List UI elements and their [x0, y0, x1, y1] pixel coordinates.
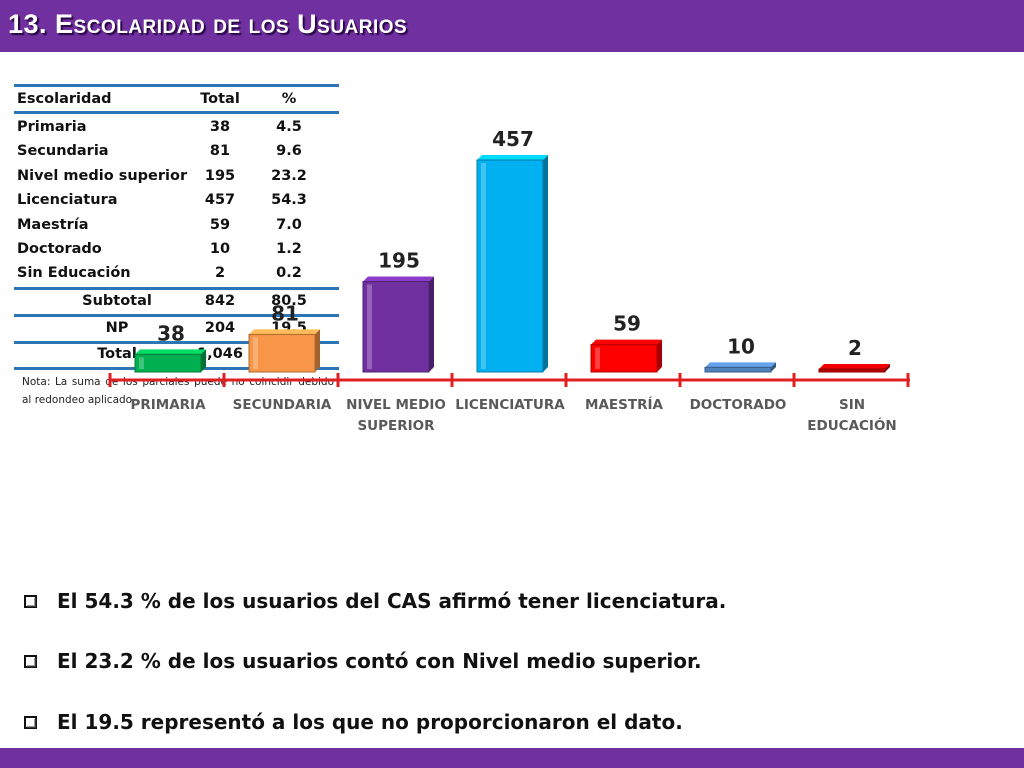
bar-highlight — [595, 347, 600, 369]
bar-top — [363, 276, 434, 282]
x-tick-label: SIN EDUCACIÓN — [807, 397, 896, 434]
bar-value-label: 59 — [613, 312, 641, 336]
bar-value-label: 195 — [378, 249, 420, 273]
bar-top — [249, 329, 320, 335]
table-rule — [14, 341, 339, 344]
bar-highlight — [253, 337, 258, 369]
table-cell-total: 457 — [204, 192, 236, 208]
bar-side — [543, 155, 548, 372]
table-summary-total: 204 — [204, 320, 236, 336]
bar-highlight — [481, 163, 486, 369]
bar-group — [476, 155, 548, 373]
page-title: 13. Escolaridad de los Usuarios — [8, 9, 408, 39]
bottom-bar — [0, 748, 1024, 768]
table-cell-category: Nivel medio superior — [17, 168, 188, 184]
table-cell-category: Primaria — [17, 119, 87, 135]
x-tick-label: MAESTRÍA — [585, 396, 663, 413]
table-cell-total: 2 — [214, 265, 226, 281]
table-cell-percent: 4.5 — [276, 119, 302, 135]
table-summary-total: 1,046 — [197, 346, 243, 362]
x-tick-label: LICENCIATURA — [455, 397, 565, 413]
bullet-item: El 23.2 % de los usuarios contó con Nive… — [22, 649, 702, 673]
table-header-cell: Escolaridad — [17, 91, 112, 107]
table-cell-total: 10 — [209, 241, 231, 257]
table-cell-percent: 7.0 — [276, 217, 302, 233]
table-cell-category: Doctorado — [17, 241, 102, 257]
bar-highlight — [367, 284, 372, 369]
bar — [362, 281, 430, 373]
table-cell-percent: 23.2 — [271, 168, 307, 184]
checkbox-bullet-icon — [24, 594, 37, 608]
bar-side — [771, 362, 776, 372]
table-rule — [14, 84, 339, 87]
bar-top — [819, 364, 890, 369]
bar-top — [477, 155, 548, 160]
title-bar: 13. Escolaridad de los Usuarios — [0, 0, 1024, 52]
bullet-item: El 19.5 representó a los que no proporci… — [22, 710, 683, 734]
x-tick-label: DOCTORADO — [690, 397, 787, 413]
table-summary-label: Subtotal — [82, 293, 152, 309]
bar — [248, 333, 316, 373]
bar-group — [818, 364, 890, 373]
x-tick-label: NIVEL MEDIO SUPERIOR — [346, 397, 446, 434]
table-cell-percent: 1.2 — [276, 241, 302, 257]
bar-side — [201, 349, 206, 372]
bar-value-label: 38 — [157, 321, 185, 345]
bar — [704, 366, 772, 373]
table-header-cell: % — [281, 91, 297, 107]
bar — [818, 368, 886, 373]
table-cell-percent: 0.2 — [276, 265, 302, 281]
table-cell-total: 59 — [209, 217, 231, 233]
x-tick-label: SECUNDARIA — [233, 397, 332, 413]
table-cell-category: Maestría — [17, 217, 89, 233]
bar-side — [885, 364, 890, 372]
bar-group — [590, 339, 662, 373]
table-summary-label: NP — [105, 320, 129, 336]
table-cell-percent: 9.6 — [276, 143, 302, 159]
checkbox-bullet-icon — [24, 715, 37, 729]
bullet-item: El 54.3 % de los usuarios del CAS afirmó… — [22, 589, 726, 613]
bar-side — [315, 329, 320, 372]
table-cell-percent: 54.3 — [271, 192, 307, 208]
bar-chart: 38 PRIMARIA 81 SECUNDARIA 195 NIVEL MEDIO SUPE… — [108, 130, 910, 434]
table-rule — [14, 314, 339, 317]
table-cell-total: 38 — [209, 119, 231, 135]
table-rule — [14, 287, 339, 290]
bullet-text: El 23.2 % de los usuarios contó con Nive… — [57, 649, 702, 673]
table-summary-label: Total — [97, 346, 137, 362]
table-header-cell: Total — [200, 91, 240, 107]
bullet-text: El 54.3 % de los usuarios del CAS afirmó… — [57, 589, 727, 613]
bar-group — [134, 349, 206, 373]
bar-side — [657, 339, 662, 372]
bar-top — [705, 362, 776, 368]
bar-value-label: 81 — [271, 301, 299, 325]
bar-group — [248, 329, 320, 373]
bar-group — [362, 276, 434, 373]
checkbox-bullet-icon — [24, 654, 37, 668]
bar — [590, 344, 658, 373]
table-summary-percent: 80.5 — [271, 293, 307, 309]
bar-value-label: 457 — [492, 130, 534, 151]
x-tick-label: PRIMARIA — [130, 397, 206, 413]
bar-side — [429, 276, 434, 372]
table-cell-total: 81 — [209, 143, 231, 159]
bar — [134, 353, 202, 373]
bar-group — [704, 362, 776, 373]
table-cell-category: Sin Educación — [17, 265, 131, 281]
table-cell-total: 195 — [204, 168, 236, 184]
bar-top — [591, 339, 662, 345]
bar-value-label: 2 — [848, 336, 862, 360]
bar — [476, 159, 544, 373]
table-cell-category: Secundaria — [17, 143, 109, 159]
table-rule — [14, 111, 339, 114]
bullet-text: El 19.5 representó a los que no proporci… — [57, 710, 683, 734]
table-summary-total: 842 — [204, 293, 236, 309]
bar-top — [135, 349, 206, 355]
table-cell-category: Licenciatura — [17, 192, 118, 208]
bar-highlight — [139, 357, 144, 369]
bar-value-label: 10 — [727, 334, 755, 358]
